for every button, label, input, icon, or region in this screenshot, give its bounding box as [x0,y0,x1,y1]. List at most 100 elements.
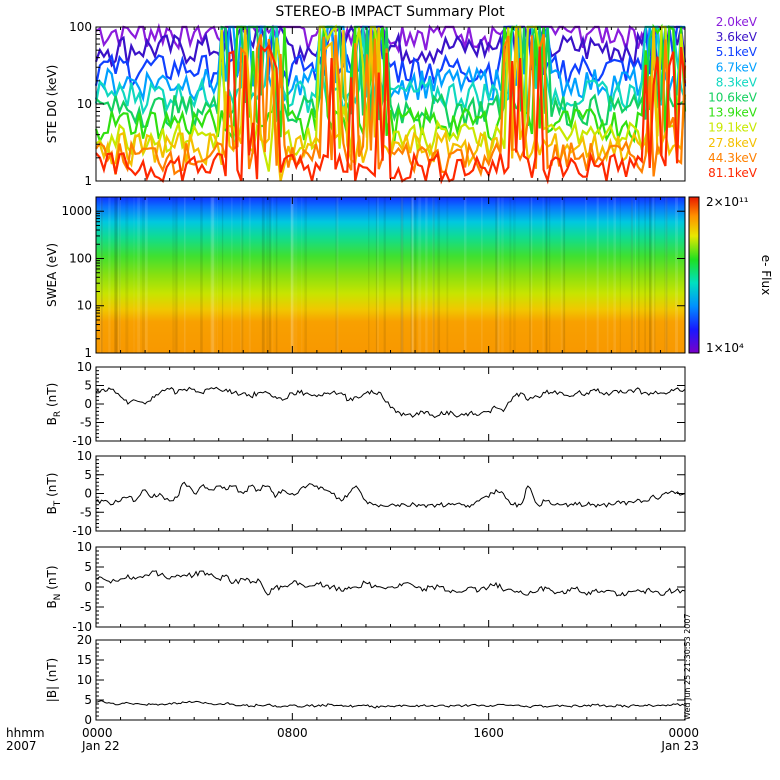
ste-legend-entry: 2.0keV [716,15,758,29]
spectrogram-stripe [141,197,145,353]
y-tick-label: -5 [80,600,92,614]
ste-legend-entry: 3.6keV [716,30,758,44]
y-tick-label: 10 [77,673,92,687]
time-tick-label: 0800 [277,726,308,740]
spectrogram-stripe [585,197,587,353]
time-tick-label: 0000 [668,726,699,740]
spectrogram-stripe [117,197,121,353]
spectrogram-stripe [212,197,216,353]
spectrogram-stripe [411,197,414,353]
spectrogram-stripe [542,197,545,353]
spectrogram-stripe [631,197,634,353]
spectrogram-stripe [596,197,599,353]
ste-legend-entry: 13.9keV [708,106,758,120]
y-axis-label: BR (nT) [45,383,63,426]
spectrogram-stripe [375,197,378,353]
spectrogram-stripe [529,197,532,353]
spectrogram-stripe [292,197,295,353]
spectrogram-stripe [665,197,668,353]
spectrogram-stripe [562,197,565,353]
spectrogram-stripe [606,197,609,353]
y-axis-label: STE D0 (keV) [45,65,59,144]
spectrogram-stripe [495,197,498,353]
spectrogram-stripe [464,197,467,353]
ste-channel-trace [94,24,687,68]
y-tick-label: 0 [84,397,92,411]
spectrogram-stripe [509,197,512,353]
ste-legend-entry: 8.3keV [716,75,758,89]
y-tick-label: 5 [84,468,92,482]
spectrogram-stripe [241,197,244,353]
spectrogram-stripe [268,197,272,353]
spectrogram-stripe [644,197,646,353]
figure-title: STEREO-B IMPACT Summary Plot [275,4,505,20]
y-axis-label: |B| (nT) [45,658,59,702]
spectrogram-stripe [376,197,380,353]
spectrogram-stripe [301,197,303,353]
swea-spectrogram [96,197,685,353]
ste-legend-entry: 19.1keV [708,121,758,135]
y-tick-label: -10 [72,434,92,448]
y-tick-label: -5 [80,505,92,519]
y-tick-label: 20 [77,633,92,647]
ste-legend-entry: 44.3keV [708,151,758,165]
y-tick-label: 10 [77,299,92,313]
spectrogram-stripe [200,197,203,353]
y-axis-label: BT (nT) [45,473,63,515]
y-tick-label: 10 [77,360,92,374]
y-tick-label: 5 [84,693,92,707]
spectrogram-stripe [101,197,103,353]
y-tick-label: 0 [84,580,92,594]
date-tick-label: Jan 22 [81,739,120,753]
colorbar-min-label: 1×10⁴ [706,341,744,355]
spectrogram-stripe [210,197,214,353]
spectrogram-stripe [137,197,141,353]
y-tick-label: -10 [72,620,92,634]
panel-br: -10 -5 0 5 10 BR (nT) [45,360,686,448]
y-axis-label: SWEA (eV) [45,243,59,307]
y-tick-label: 15 [77,653,92,667]
y-tick-label: 5 [84,379,92,393]
series-line-bmag [95,700,686,709]
spectrogram-stripe [481,197,483,353]
spectrogram-stripe [545,197,547,353]
spectrogram-stripe [410,197,413,353]
spectrogram-stripe [432,197,435,353]
spectrogram-stripe [240,197,243,353]
spectrogram-stripe [411,197,414,353]
y-tick-label: 1 [84,174,92,188]
spectrogram-stripe [304,197,307,353]
spectrogram-stripe [630,197,633,353]
spectrogram-stripe [99,197,103,353]
spectrogram-stripe [133,197,135,353]
y-tick-label: 10 [77,449,92,463]
spectrogram-stripe [664,197,666,353]
spectrogram-stripe [496,197,500,353]
spectrogram-stripe [649,197,652,353]
spectrogram-stripe [115,197,118,353]
spectrogram-stripe [501,197,504,353]
y-tick-label: 100 [69,20,92,34]
spectrogram-stripe [144,197,148,353]
panel-swea: 1 10 100 1000 SWEA (eV) [45,196,686,360]
y-tick-label: -5 [80,416,92,430]
y-tick-label: -10 [72,524,92,538]
spectrogram-stripe [336,197,339,353]
series-line-bt [95,481,686,509]
spectrogram-stripe [638,197,640,353]
colorbar-title: e- Flux [759,255,773,295]
spectrogram-stripe [560,197,563,353]
y-tick-label: 100 [69,251,92,265]
footer-timestamp: Wed Jun 25 21:30:53 2007 [683,613,692,720]
colorbar-gradient [688,196,700,354]
panel-bmag: 0 5 10 15 20 |B| (nT) [45,633,686,727]
spectrogram-stripe [216,197,219,353]
spectrogram-stripe [295,197,298,353]
ste-channel-trace [94,23,687,144]
colorbar-max-label: 2×10¹¹ [706,195,749,209]
